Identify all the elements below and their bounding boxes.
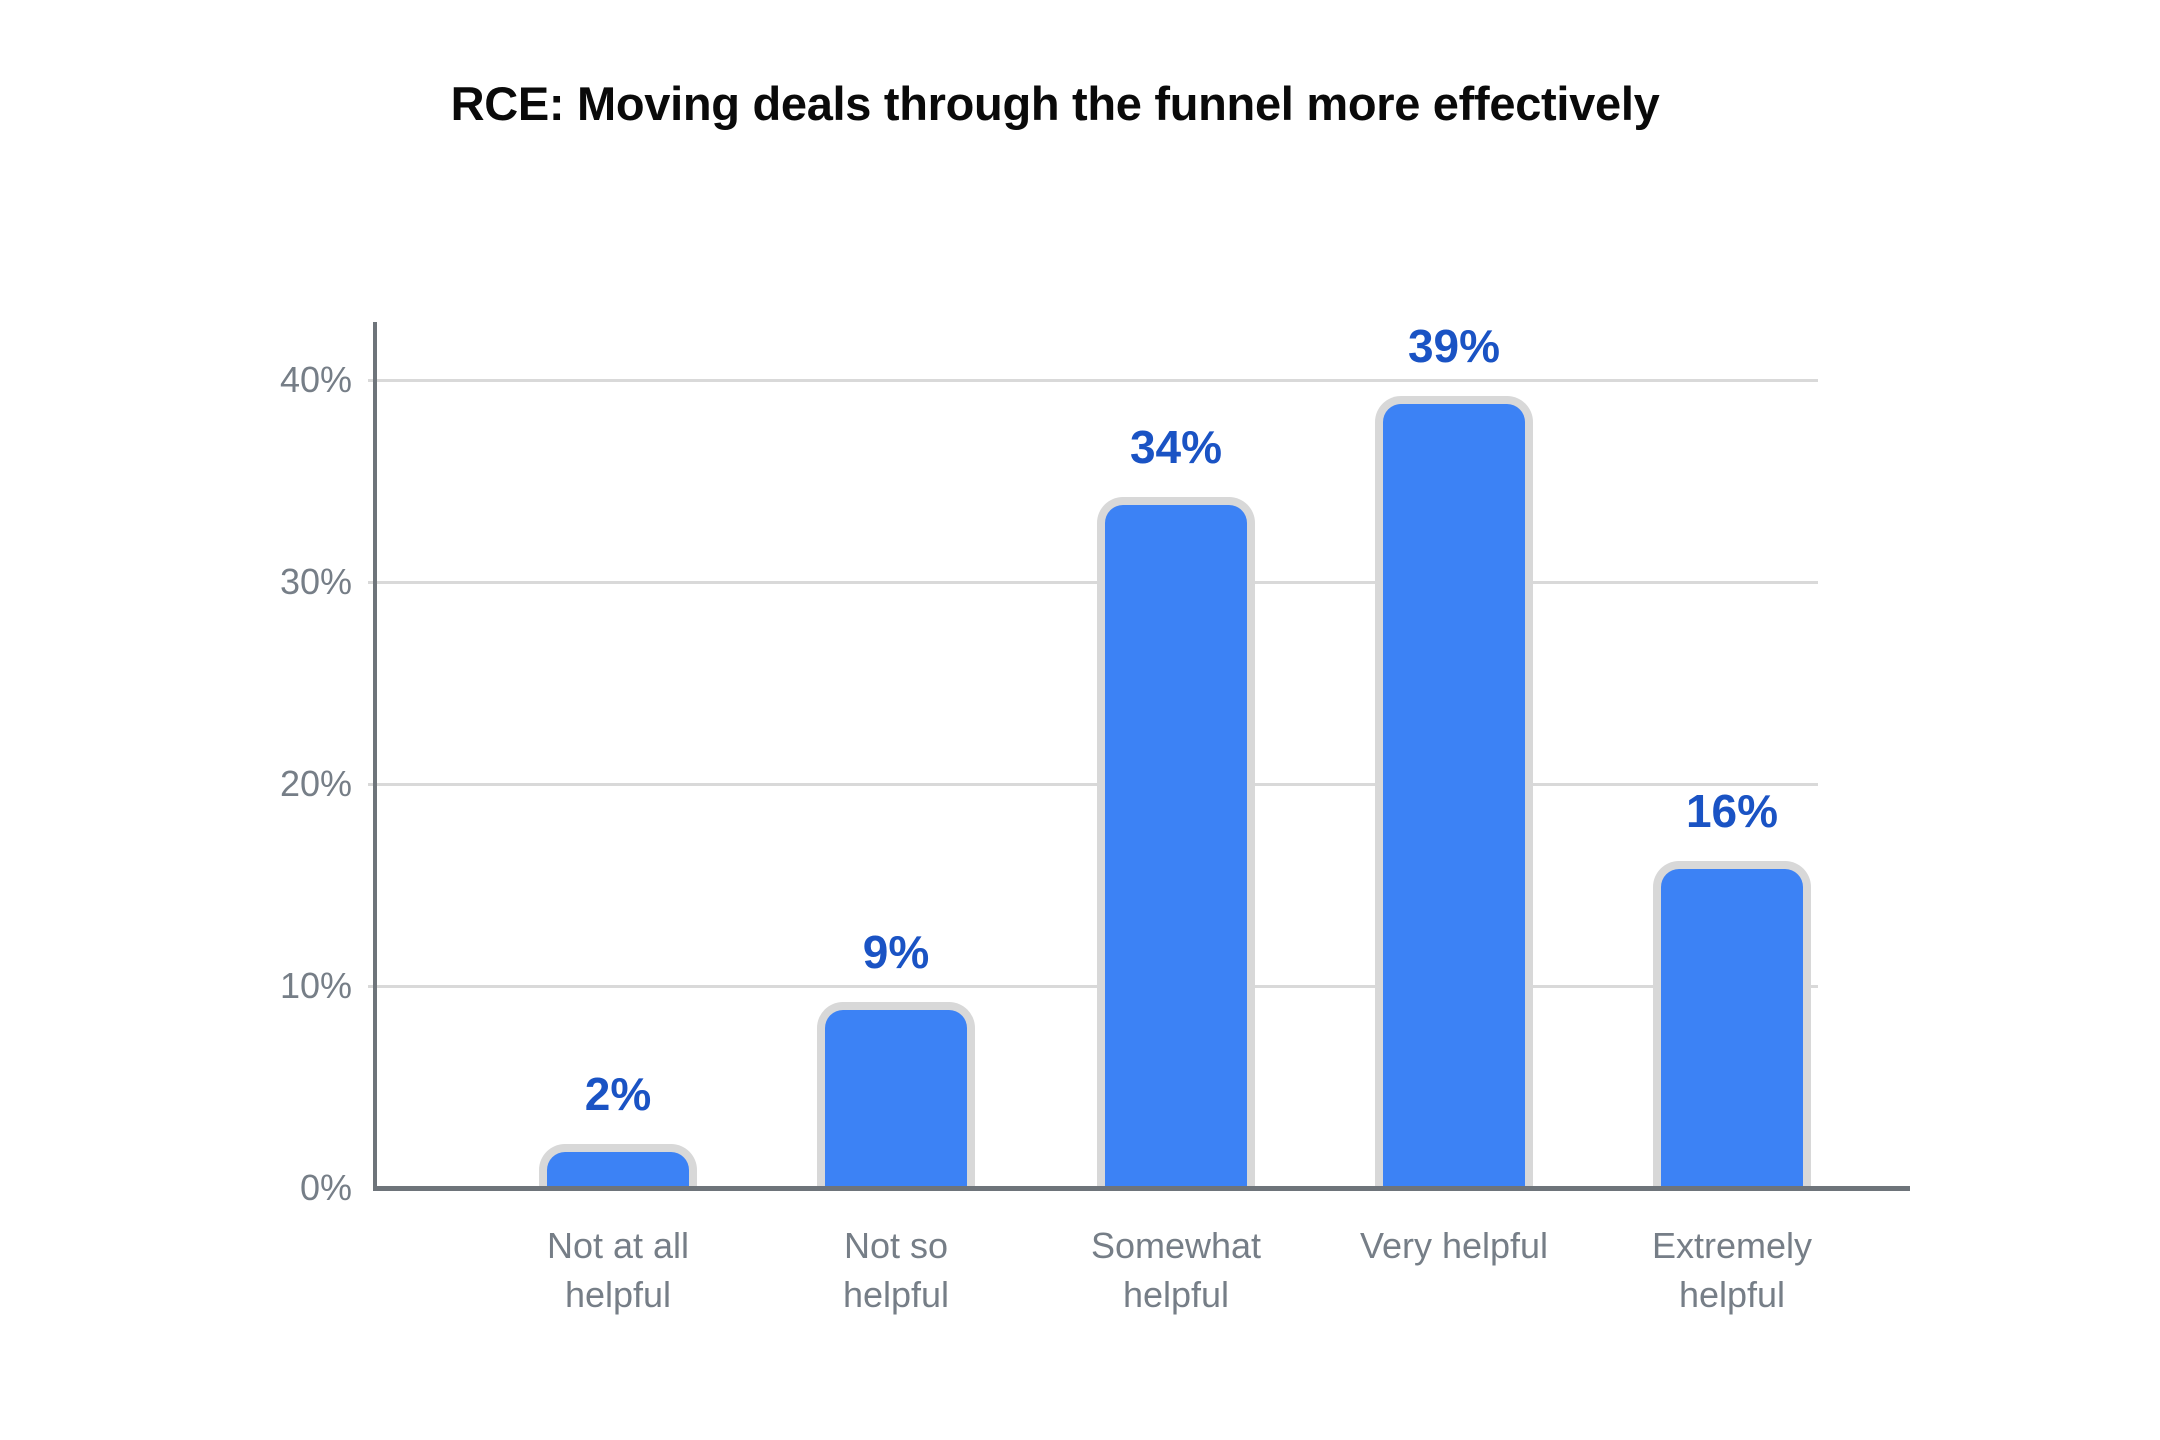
bar-value-label: 16% bbox=[1685, 785, 1779, 837]
gridline-40pct bbox=[368, 378, 1818, 382]
bar-somewhat-helpful bbox=[1097, 497, 1255, 1188]
y-axis-tick-label: 10% bbox=[279, 965, 352, 1006]
bar-value-label: 39% bbox=[1407, 320, 1501, 372]
x-axis-category-label: Extremely helpful bbox=[1651, 1225, 1813, 1315]
x-axis-category-label: Not so helpful bbox=[842, 1225, 950, 1315]
bar-value-label: 2% bbox=[584, 1068, 652, 1120]
y-axis-tick-label: 40% bbox=[279, 359, 352, 400]
gridline-30pct bbox=[368, 580, 1818, 584]
chart-title: RCE: Moving deals through the funnel mor… bbox=[450, 77, 1660, 130]
x-axis-line bbox=[373, 1186, 1910, 1191]
bar-very-helpful bbox=[1375, 396, 1533, 1188]
y-axis-tick-label: 30% bbox=[279, 561, 352, 602]
x-axis-category-label: Somewhat helpful bbox=[1090, 1225, 1262, 1315]
bar-value-label: 34% bbox=[1129, 421, 1223, 473]
y-axis-tick-label: 20% bbox=[279, 763, 352, 804]
bar-not-at-all-helpful bbox=[539, 1144, 697, 1188]
gridline-10pct bbox=[368, 984, 1818, 988]
bar-not-so-helpful bbox=[817, 1002, 975, 1188]
bar-value-label: 9% bbox=[862, 926, 930, 978]
bar-extremely-helpful bbox=[1653, 861, 1811, 1188]
gridline-20pct bbox=[368, 782, 1818, 786]
y-axis-tick-label: 0% bbox=[299, 1167, 352, 1208]
x-axis-category-label: Not at all helpful bbox=[546, 1225, 690, 1315]
x-axis-category-label: Very helpful bbox=[1359, 1225, 1549, 1266]
y-axis-line bbox=[373, 322, 377, 1191]
